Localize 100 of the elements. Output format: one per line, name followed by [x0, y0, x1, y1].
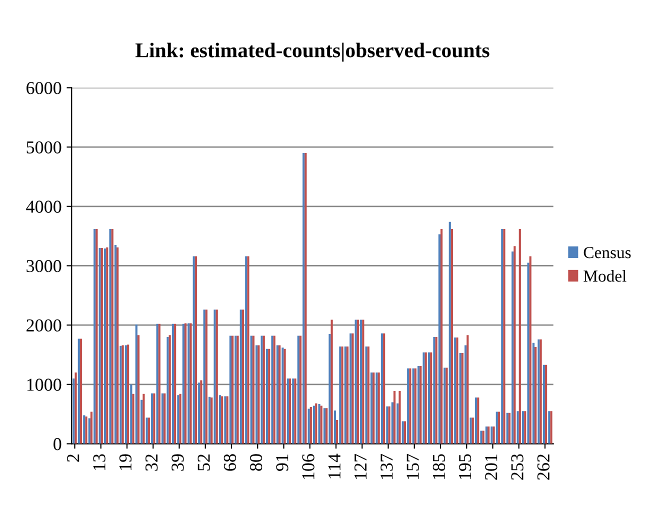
bar [231, 336, 234, 444]
legend-label: Census [584, 246, 631, 258]
bar [514, 246, 516, 444]
x-tick-label: 39 [172, 454, 184, 471]
bar [430, 352, 432, 444]
bar [198, 382, 200, 444]
bar [380, 333, 384, 444]
bar [508, 412, 511, 444]
x-tick-label: 106 [302, 454, 314, 479]
bar [194, 256, 198, 444]
bar [532, 342, 535, 444]
bar [516, 411, 519, 444]
x-tick-label: 19 [119, 454, 132, 470]
bar [221, 396, 224, 444]
bar [518, 228, 521, 444]
legend-label: Model [584, 270, 626, 282]
bar [438, 234, 440, 444]
bar [276, 345, 279, 444]
bar [90, 412, 93, 444]
bar [72, 378, 75, 444]
x-tick-label: 253 [511, 454, 524, 480]
bar [242, 310, 244, 444]
bar [174, 324, 176, 444]
x-tick-label: 68 [224, 454, 236, 471]
bar [391, 402, 394, 444]
bar [450, 228, 454, 444]
bar [466, 335, 469, 444]
bar [512, 252, 514, 444]
bar [326, 408, 328, 444]
bar [74, 372, 77, 444]
bar [542, 364, 545, 444]
bar [161, 393, 164, 444]
bar [184, 323, 187, 444]
bar [534, 347, 537, 444]
y-tick-label: 2000 [26, 319, 62, 332]
x-tick-label: 114 [328, 454, 340, 478]
y-tick-label: 5000 [26, 141, 62, 154]
bar [218, 395, 222, 444]
bar [428, 352, 430, 444]
bar [529, 256, 532, 444]
bar [200, 380, 202, 444]
bar [140, 400, 143, 444]
bar [396, 403, 399, 444]
bar [336, 420, 338, 444]
bar [383, 333, 386, 444]
bar [488, 426, 490, 444]
bar [474, 397, 478, 444]
x-tick-label: 13 [93, 454, 106, 470]
bar [286, 378, 289, 444]
bar [544, 364, 548, 444]
bar [440, 228, 443, 444]
bar [398, 390, 401, 444]
bar [116, 247, 119, 444]
bar [370, 372, 373, 444]
bar [323, 408, 326, 444]
y-tick-label: 1000 [27, 378, 62, 391]
bar [477, 397, 480, 444]
x-tick-label: 32 [146, 454, 158, 471]
x-tick-label: 195 [459, 454, 472, 479]
y-tick-label: 3000 [26, 260, 62, 272]
x-tick-label: 91 [276, 454, 288, 471]
bar [313, 406, 316, 444]
bar [346, 346, 349, 444]
y-tick-label: 6000 [26, 82, 62, 94]
bar [137, 335, 140, 444]
bar [328, 334, 331, 444]
bar [527, 262, 530, 444]
bar [448, 222, 451, 444]
bar [393, 390, 396, 444]
x-tick-label: 201 [485, 454, 498, 480]
bar [78, 338, 80, 444]
bar [498, 412, 500, 444]
bar [88, 418, 90, 444]
bar [268, 348, 270, 444]
bar [496, 412, 498, 444]
bar [80, 338, 82, 444]
bar [172, 324, 174, 444]
bar [229, 336, 232, 444]
bar [135, 324, 138, 444]
x-tick-label: 262 [537, 454, 550, 480]
y-tick-label: 0 [54, 438, 62, 450]
bar [330, 320, 333, 444]
x-tick-label: 157 [406, 454, 419, 479]
bar [344, 346, 346, 444]
x-tick-label: 137 [380, 454, 393, 479]
bar [240, 310, 242, 444]
bar [126, 344, 130, 444]
bar [288, 378, 292, 444]
bar [372, 372, 375, 444]
chart-title: Link: estimated-counts|observed-counts [135, 42, 490, 62]
bar [278, 345, 281, 444]
bar [404, 421, 406, 444]
x-tick-label: 185 [432, 454, 446, 479]
bar [114, 244, 117, 444]
bar [142, 394, 145, 444]
bar [130, 384, 132, 444]
bar [315, 403, 318, 444]
bar [464, 345, 467, 444]
bar [334, 410, 336, 444]
bar [132, 394, 134, 444]
